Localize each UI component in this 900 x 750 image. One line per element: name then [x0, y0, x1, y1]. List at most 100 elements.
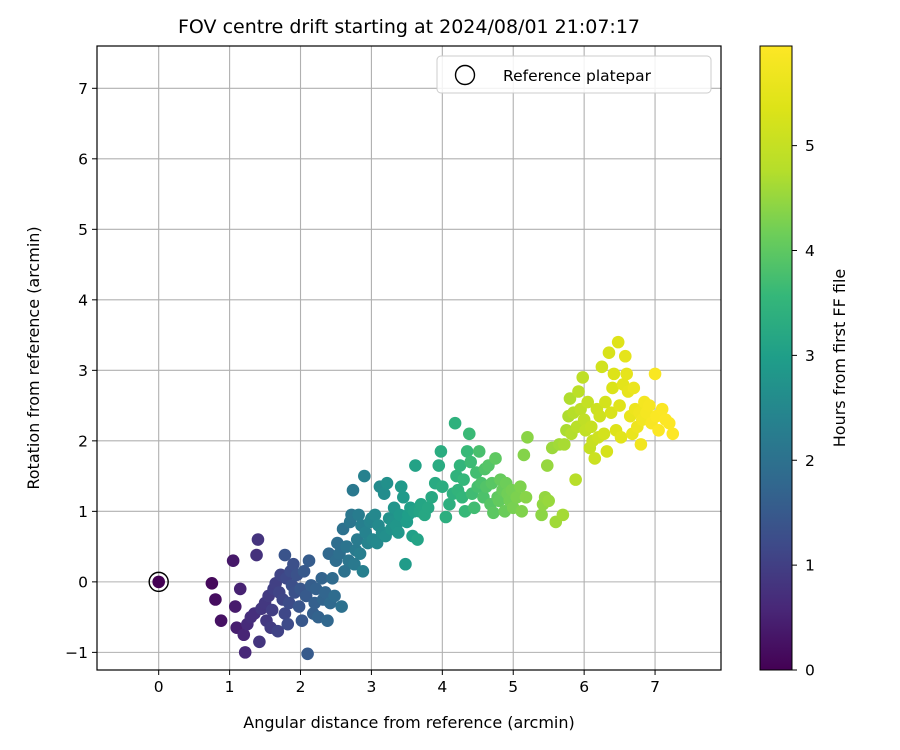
y-tick-label: −1: [65, 644, 88, 662]
colorbar-tick-label: 3: [805, 347, 815, 365]
colorbar-tick-label: 0: [805, 662, 815, 680]
y-tick-label: 0: [78, 573, 88, 591]
scatter-point: [597, 427, 611, 441]
scatter-point: [439, 510, 453, 524]
scatter-point: [434, 445, 448, 458]
scatter-point: [643, 399, 656, 412]
scatter-point: [326, 572, 339, 585]
scatter-point: [233, 582, 247, 596]
scatter-point: [489, 452, 502, 465]
x-tick-label: 6: [579, 678, 589, 696]
scatter-point: [278, 548, 292, 562]
y-tick-label: 2: [78, 432, 88, 450]
scatter-point: [453, 459, 467, 472]
scatter-point: [576, 371, 590, 384]
scatter-point: [462, 427, 476, 441]
scatter-point: [467, 501, 481, 515]
scatter-point: [517, 448, 531, 462]
scatter-point: [666, 427, 680, 441]
scatter-point: [425, 490, 438, 504]
legend: Reference platepar: [436, 55, 712, 94]
scatter-point: [214, 614, 228, 627]
scatter-point: [282, 596, 296, 610]
scatter-point: [226, 554, 240, 568]
scatter-point: [519, 490, 533, 504]
scatter-point: [278, 607, 292, 620]
scatter-point: [634, 438, 648, 451]
scatter-point: [606, 381, 619, 395]
scatter-point: [614, 431, 628, 444]
scatter-point: [521, 431, 534, 444]
colorbar-tick-label: 2: [805, 452, 815, 470]
scatter-point: [648, 367, 662, 381]
scatter-point: [455, 490, 469, 504]
scatter-point: [205, 576, 219, 590]
scatter-point: [613, 399, 626, 412]
scatter-point: [618, 349, 632, 363]
x-tick-label: 3: [366, 678, 376, 696]
y-tick-label: 6: [78, 150, 88, 168]
x-axis-label: Angular distance from reference (arcmin): [243, 713, 574, 732]
scatter-point: [265, 603, 279, 617]
colorbar-tick-label: 5: [805, 137, 815, 155]
scatter-point: [652, 423, 665, 437]
x-tick-label: 0: [154, 678, 164, 696]
scatter-point: [295, 614, 309, 627]
scatter-point: [368, 508, 382, 522]
scatter-point: [250, 548, 263, 562]
scatter-point: [448, 416, 462, 430]
scatter-point: [237, 628, 251, 642]
scatter-point: [627, 381, 641, 395]
scatter-point: [492, 494, 506, 508]
scatter-point: [604, 406, 618, 419]
colorbar-tick-label: 1: [805, 557, 815, 575]
scatter-point: [409, 459, 422, 472]
scatter-point: [572, 385, 585, 398]
scatter-point: [299, 589, 313, 603]
scatter-point: [238, 646, 252, 659]
y-axis-label: Rotation from reference (arcmin): [24, 226, 43, 489]
scatter-point: [338, 564, 351, 578]
y-axis-ticks: −1 0 1 2 3 4 5 6 7: [65, 80, 97, 662]
scatter-point: [358, 469, 371, 483]
plot-frame: [96, 45, 722, 671]
scatter-point: [411, 533, 424, 546]
scatter-point: [228, 600, 242, 613]
colorbar-gradient: [759, 45, 793, 671]
scatter-point: [253, 635, 266, 649]
x-tick-label: 4: [437, 678, 447, 696]
scatter-point: [472, 445, 486, 458]
scatter-point: [328, 589, 341, 603]
legend-label: Reference platepar: [503, 67, 652, 85]
scatter-point: [301, 647, 314, 661]
scatter-point: [620, 367, 633, 381]
x-tick-label: 5: [508, 678, 518, 696]
scatter-point: [352, 508, 365, 522]
scatter-point: [515, 505, 529, 518]
scatter-point: [292, 600, 306, 613]
scatter-point: [380, 476, 394, 490]
scatter-point: [460, 445, 474, 458]
scatter-point: [377, 487, 391, 501]
scatter-point: [348, 557, 361, 571]
legend-marker-icon: [454, 64, 476, 86]
scatter-point: [593, 409, 607, 423]
scatter-point: [297, 564, 311, 578]
legend-box: [436, 55, 712, 94]
scatter-point: [315, 572, 329, 585]
scatter-point: [563, 392, 577, 405]
scatter-point: [602, 346, 616, 360]
scatter-point: [457, 473, 470, 486]
scatter-point: [599, 395, 612, 409]
scatter-point: [271, 624, 285, 638]
scatter-point: [335, 600, 348, 613]
scatter-point: [356, 564, 370, 578]
reference-point: [148, 571, 169, 593]
scatter-point: [588, 452, 602, 465]
scatter-point: [436, 480, 449, 493]
scatter-point: [421, 501, 435, 515]
scatter-point: [600, 445, 614, 458]
scatter-point: [346, 483, 360, 497]
y-tick-label: 3: [78, 362, 88, 380]
